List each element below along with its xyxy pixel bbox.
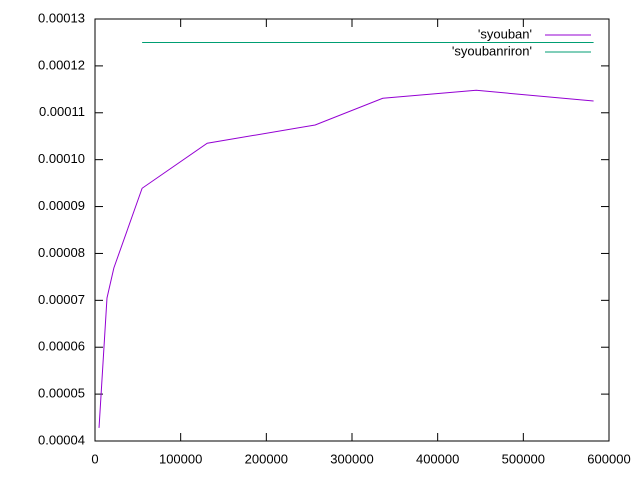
x-tick-label: 400000: [416, 451, 459, 466]
y-tick-label: 0.00004: [38, 432, 85, 447]
y-tick-label: 0.00009: [38, 198, 85, 213]
plot-frame: [94, 18, 610, 442]
x-tick-label: 0: [91, 451, 98, 466]
y-tick-label: 0.00011: [39, 104, 85, 119]
legend-label: 'syouban': [478, 26, 532, 41]
y-tick-label: 0.00007: [38, 292, 85, 307]
y-tick-label: 0.00013: [38, 10, 85, 25]
x-tick-label: 600000: [587, 451, 630, 466]
legend-label: 'syoubanriron': [452, 43, 532, 58]
x-tick-label: 500000: [502, 451, 545, 466]
series-line: [98, 89, 594, 428]
y-tick-label: 0.00005: [38, 386, 85, 401]
y-tick-label: 0.00006: [38, 339, 85, 354]
y-tick-label: 0.00008: [38, 245, 85, 260]
y-tick-label: 0.00012: [38, 57, 85, 72]
x-tick-label: 200000: [245, 451, 288, 466]
x-tick-label: 100000: [159, 451, 202, 466]
y-tick-label: 0.00010: [38, 151, 85, 166]
x-tick-label: 300000: [330, 451, 373, 466]
